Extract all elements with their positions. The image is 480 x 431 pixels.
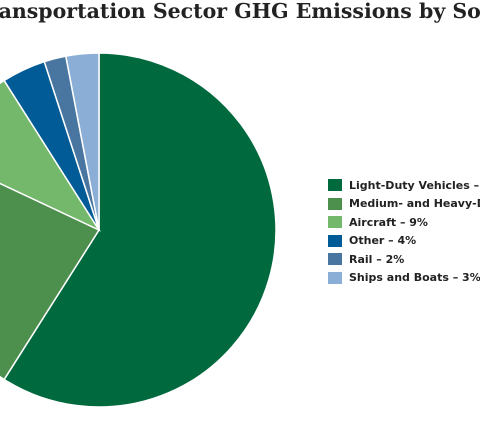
legend-swatch: [328, 179, 342, 192]
legend-label: Light-Duty Vehicles – 59%: [349, 178, 480, 192]
legend-item: Rail – 2%: [328, 250, 480, 269]
pie-slice-2: [0, 79, 102, 232]
chart-legend: Light-Duty Vehicles – 59% Medium- and Hea…: [328, 176, 480, 287]
legend-swatch: [328, 234, 342, 247]
legend-label: Other – 4%: [349, 234, 417, 248]
legend-label: Aircraft – 9%: [349, 215, 428, 229]
chart-title: Transportation Sector GHG Emissions by S…: [0, 0, 480, 30]
legend-item: Light-Duty Vehicles – 59%: [328, 176, 480, 195]
legend-label: Ships and Boats – 3%: [349, 271, 480, 285]
pie-slice-1: [0, 182, 101, 381]
legend-swatch: [328, 253, 342, 266]
legend-item: Medium- and Heavy-Duty Trucks – 23%: [328, 195, 480, 214]
pie-slice-5: [64, 52, 100, 231]
chart-title-text: Transportation Sector GHG Emissions by S…: [0, 0, 480, 23]
legend-item: Ships and Boats – 3%: [328, 269, 480, 288]
legend-swatch: [328, 197, 342, 210]
legend-item: Aircraft – 9%: [328, 213, 480, 232]
pie-slice-0: [3, 52, 277, 408]
legend-label: Rail – 2%: [349, 252, 405, 266]
legend-swatch: [328, 216, 342, 229]
legend-label: Medium- and Heavy-Duty Trucks – 23%: [349, 197, 480, 211]
legend-swatch: [328, 271, 342, 284]
legend-item: Other – 4%: [328, 232, 480, 251]
